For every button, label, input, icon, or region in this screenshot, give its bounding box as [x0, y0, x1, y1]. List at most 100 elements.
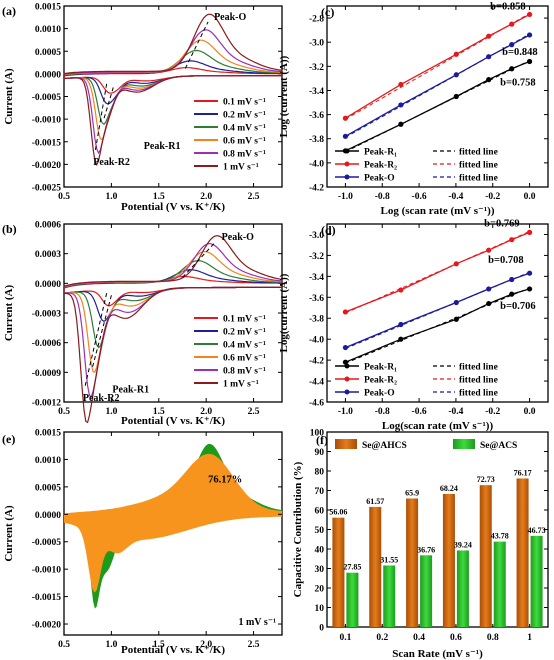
legend-swatch — [453, 439, 475, 449]
x-tick-label: -0.8 — [375, 192, 390, 202]
panel-letter: (d) — [321, 223, 336, 237]
annotation-peak-r2: Peak-R2 — [83, 393, 120, 404]
data-point — [486, 286, 492, 292]
y-tick-label: -0.0003 — [32, 310, 62, 320]
y-tick-label: -4.0 — [309, 159, 324, 169]
panel-letter: (f) — [316, 433, 328, 447]
y-tick-label: 10 — [315, 604, 325, 614]
peak-trend-line — [94, 83, 108, 151]
scan-rate-label: 1 mV s⁻¹ — [238, 617, 276, 628]
x-tick-label: 2.5 — [248, 640, 260, 650]
data-point — [342, 309, 349, 315]
bar-value-label: 39.24 — [454, 540, 472, 549]
data-point — [398, 102, 404, 108]
y-tick-label: -4.0 — [309, 336, 324, 346]
annotation-peak-o: Peak-O — [214, 12, 246, 23]
data-point — [453, 93, 459, 100]
legend-label: Peak-R₁ — [364, 363, 397, 373]
y-tick-label: 0.0015 — [35, 3, 61, 13]
y-tick-label: 80 — [315, 468, 325, 478]
slope-label: b=0.706 — [500, 301, 535, 312]
bar-0 — [369, 506, 382, 627]
y-tick-label: -0.0006 — [32, 339, 62, 349]
y-tick-label: 20 — [315, 585, 325, 595]
y-tick-label: -0.0005 — [32, 93, 62, 103]
series-line-1 — [345, 13, 530, 119]
capacitive-area — [64, 453, 282, 593]
data-point — [509, 21, 515, 27]
bar-value-label: 61.57 — [366, 497, 384, 506]
x-tick-label: 0.5 — [58, 640, 70, 650]
x-tick-label: 2.0 — [200, 640, 212, 650]
legend-label: fitted line — [459, 363, 498, 373]
panel-c: (c) Log (scan rate (mV s⁻¹)) Log (current … — [278, 1, 549, 217]
data-point — [453, 72, 459, 78]
cv-curve-4 — [63, 29, 283, 155]
peak-trend-line — [91, 295, 112, 368]
y-tick-label: 0.0000 — [35, 70, 61, 80]
series-line-0 — [345, 288, 530, 363]
y-tick-label: 0 — [319, 624, 324, 634]
bar-value-label: 46.73 — [528, 526, 546, 535]
y-tick-label: -0.0020 — [32, 621, 62, 631]
y-axis-label: Current (A) — [3, 505, 15, 562]
y-tick-label: -2.8 — [309, 15, 324, 25]
data-point — [526, 270, 533, 276]
y-tick-label: 0.0006 — [35, 221, 61, 231]
x-axis-label: Scan Rate (mV s⁻¹) — [392, 648, 483, 660]
legend-label: 0.2 mV s⁻¹ — [223, 328, 266, 338]
x-tick-label: 2.0 — [200, 407, 212, 417]
x-tick-label: 0.8 — [487, 633, 499, 643]
data-point — [509, 66, 515, 72]
data-point — [486, 77, 492, 83]
panel-letter: (c) — [321, 5, 334, 19]
cv-curve-5 — [63, 13, 283, 167]
y-tick-label: -4.2 — [309, 184, 324, 194]
legend-label: fitted line — [459, 376, 498, 386]
data-point — [526, 229, 533, 235]
y-tick-label: -3.8 — [309, 135, 324, 145]
x-tick-label: 2.5 — [248, 192, 260, 202]
y-tick-label: -4.2 — [309, 357, 324, 367]
bar-value-label: 76.17 — [514, 468, 532, 477]
panel-letter: (b) — [2, 222, 17, 236]
x-tick-label: 1.5 — [153, 407, 165, 417]
fitted-line-1 — [345, 13, 530, 120]
bar-0 — [406, 498, 419, 627]
bar-value-label: 65.9 — [405, 488, 419, 497]
bar-0 — [516, 478, 529, 627]
x-tick-label: -0.4 — [448, 407, 463, 417]
fitted-line-2 — [345, 33, 530, 138]
y-tick-label: 50 — [315, 526, 325, 536]
slope-label: b=0.769 — [484, 218, 519, 229]
legend-marker — [344, 148, 350, 154]
annotation-peak-o: Peak-O — [222, 232, 254, 243]
panel-d: (d) Log(scan rate (mV s⁻¹)) Log(current (A… — [278, 218, 549, 432]
data-point — [526, 32, 533, 38]
y-tick-label: 0.0015 — [35, 429, 61, 439]
x-tick-label: -0.8 — [375, 407, 390, 417]
plot-frame — [326, 431, 549, 628]
bar-0 — [442, 493, 455, 627]
y-tick-label: -3.6 — [309, 294, 324, 304]
legend-swatch — [335, 439, 357, 449]
x-tick-label: 2.0 — [200, 192, 212, 202]
x-tick-label: 0.1 — [339, 633, 351, 643]
capacitive-percent-label: 76.17% — [208, 474, 242, 485]
y-axis-label: Log (current (A)) — [278, 55, 290, 137]
bar-value-label: 31.55 — [380, 555, 398, 564]
x-tick-label: 1 — [527, 633, 532, 643]
cv-curve-5 — [63, 235, 283, 424]
legend-label: Se@ACS — [480, 441, 517, 451]
y-tick-label: 0.0010 — [35, 456, 61, 466]
bar-value-label: 43.78 — [491, 532, 509, 541]
y-tick-label: -0.0012 — [32, 399, 62, 409]
y-tick-label: 0.0000 — [35, 280, 61, 290]
x-tick-label: -1.0 — [338, 407, 353, 417]
data-point — [453, 51, 459, 57]
peak-trend-line — [182, 241, 217, 278]
fitted-line-0 — [345, 60, 530, 153]
fitted-line-1 — [345, 230, 530, 314]
y-axis-label: Current (A) — [3, 285, 15, 342]
panel-letter: (a) — [2, 4, 16, 18]
